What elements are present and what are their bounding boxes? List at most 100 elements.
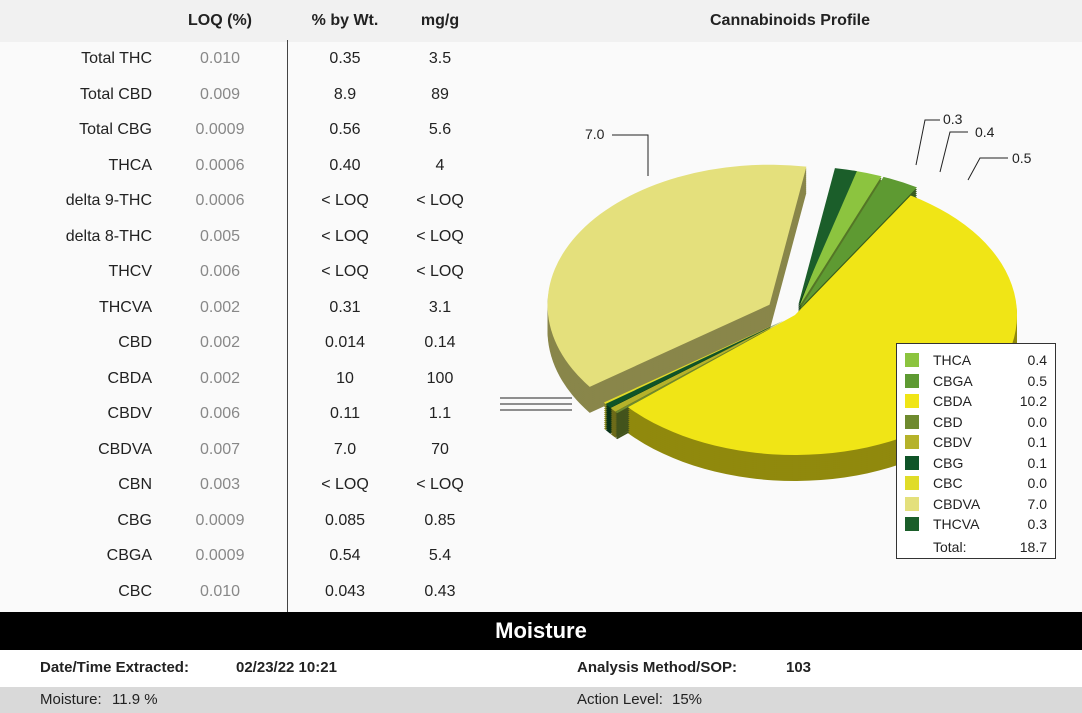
legend-swatch: [905, 373, 919, 388]
chart-title: Cannabinoids Profile: [709, 12, 870, 29]
cell-name: delta 9-THC: [65, 192, 152, 209]
table-row: CBG 0.0009 0.085 0.85: [0, 506, 480, 536]
cell-loq: 0.010: [199, 582, 241, 600]
chart-legend: THCA 0.4 CBGA 0.5 CBDA 10.2 CBD 0.0 CBDV 0.1 CBG 0.…: [896, 343, 1056, 559]
legend-item: CBG 0.1: [905, 453, 1047, 473]
table-row: CBDVA 0.007 7.0 70: [0, 435, 480, 465]
cell-wt: < LOQ: [321, 192, 369, 209]
date-label: Date/Time Extracted:: [40, 659, 189, 676]
cell-mg: 5.6: [428, 121, 452, 138]
legend-swatch: [905, 496, 919, 511]
cell-name: CBDA: [107, 369, 152, 387]
legend-name: CBC: [933, 475, 963, 491]
cell-loq: 0.006: [199, 263, 241, 280]
legend-item: THCVA 0.3: [905, 514, 1047, 534]
legend-name: CBGA: [933, 372, 973, 389]
cell-wt: 0.54: [329, 547, 361, 564]
table-row: CBGA 0.0009 0.54 5.4: [0, 541, 480, 571]
legend-name: CBDV: [933, 434, 972, 450]
legend-name: CBDA: [933, 393, 972, 409]
legend-swatch: [905, 353, 919, 367]
method-label: Analysis Method/SOP:: [577, 659, 738, 676]
table-row: CBN 0.003 < LOQ < LOQ: [0, 470, 480, 500]
cell-loq: 0.003: [199, 476, 241, 493]
table-row: CBDA 0.002 10 100: [0, 364, 480, 394]
header-mg: mg/g: [420, 12, 460, 29]
cell-loq: 0.0006: [195, 192, 245, 209]
callout-label: 0.3: [943, 111, 963, 127]
legend-swatch: [905, 476, 919, 490]
cell-name: CBD: [118, 334, 152, 351]
cell-loq: 0.005: [199, 227, 241, 245]
table-row: Total CBD 0.009 8.9 89: [0, 80, 480, 110]
table-header: LOQ (%) % by Wt. mg/g Cannabinoids Profi…: [0, 0, 1082, 42]
cell-wt: 7.0: [333, 440, 357, 458]
cell-mg: 0.85: [424, 511, 456, 529]
header-loq: LOQ (%): [188, 12, 252, 29]
cell-wt: 0.31: [329, 298, 361, 316]
pie-slice-cbdva: [547, 164, 807, 387]
action-value: 15%: [672, 691, 703, 708]
moisture-label: Moisture:: [40, 691, 102, 708]
cell-name: Total CBG: [79, 121, 152, 138]
cell-mg: < LOQ: [416, 227, 464, 245]
cell-name: CBG: [117, 511, 152, 529]
moisture-info-row: Date/Time Extracted: 02/23/22 10:21 Anal…: [0, 650, 1082, 687]
cell-mg: 89: [431, 85, 449, 103]
cell-mg: 100: [426, 369, 454, 387]
cell-mg: 3.1: [428, 298, 452, 316]
cell-name: Total CBD: [79, 85, 152, 103]
table-row: delta 9-THC 0.0006 < LOQ < LOQ: [0, 186, 480, 216]
cell-name: THCVA: [98, 298, 152, 316]
cell-name: THCV: [108, 263, 152, 280]
cell-name: CBDV: [107, 405, 152, 422]
callout-line: [967, 157, 1008, 181]
cell-name: CBDVA: [98, 440, 152, 458]
date-value: 02/23/22 10:21: [236, 659, 337, 676]
legend-item: CBGA 0.5: [905, 371, 1047, 391]
cell-wt: 0.11: [330, 405, 360, 422]
pie-slice-cbdv: [610, 320, 785, 412]
table-row: Total CBG 0.0009 0.56 5.6: [0, 115, 480, 145]
cell-wt: 0.014: [324, 334, 366, 351]
table-row: CBDV 0.006 0.11 1.1: [0, 399, 480, 429]
cell-name: Total THC: [81, 50, 152, 67]
callout-label: 7.0: [585, 126, 605, 142]
table-row: delta 8-THC 0.005 < LOQ < LOQ: [0, 222, 480, 252]
header-wt: % by Wt.: [311, 12, 379, 29]
legend-value: 0.5: [1027, 372, 1047, 389]
cell-wt: < LOQ: [321, 263, 369, 280]
table-row: Total THC 0.010 0.35 3.5: [0, 44, 480, 74]
pie-slice-thcva: [798, 168, 857, 307]
legend-name: CBDVA: [933, 495, 981, 512]
table-row: THCVA 0.002 0.31 3.1: [0, 293, 480, 323]
total-value: 18.7: [1019, 538, 1047, 555]
pie-slice-thca: [799, 170, 882, 307]
legend-value: 10.2: [1019, 393, 1047, 409]
cell-loq: 0.0009: [195, 121, 245, 138]
cell-loq: 0.002: [199, 334, 241, 351]
cell-wt: < LOQ: [321, 476, 369, 493]
cell-loq: 0.002: [199, 298, 241, 316]
legend-name: THCA: [933, 352, 972, 368]
cell-name: CBGA: [106, 547, 152, 564]
cell-mg: 5.4: [428, 547, 452, 564]
cell-mg: < LOQ: [416, 192, 464, 209]
cell-loq: 0.002: [199, 369, 241, 387]
pie-slice-cbd: [615, 320, 785, 414]
cell-mg: 3.5: [428, 50, 452, 67]
cell-name: THCA: [108, 156, 152, 174]
column-divider: [287, 40, 288, 612]
legend-name: CBD: [933, 413, 963, 430]
table-row: CBC 0.010 0.043 0.43: [0, 577, 480, 607]
cell-wt: 0.40: [329, 156, 361, 174]
cell-wt: 0.56: [329, 121, 361, 138]
legend-value: 7.0: [1027, 495, 1047, 512]
legend-swatch: [905, 435, 919, 449]
legend-swatch: [905, 394, 919, 408]
legend-value: 0.3: [1027, 516, 1047, 532]
table-row: CBD 0.002 0.014 0.14: [0, 328, 480, 358]
legend-value: 0.1: [1027, 434, 1047, 450]
legend-item: CBD 0.0: [905, 412, 1047, 432]
cell-loq: 0.0009: [195, 547, 245, 564]
